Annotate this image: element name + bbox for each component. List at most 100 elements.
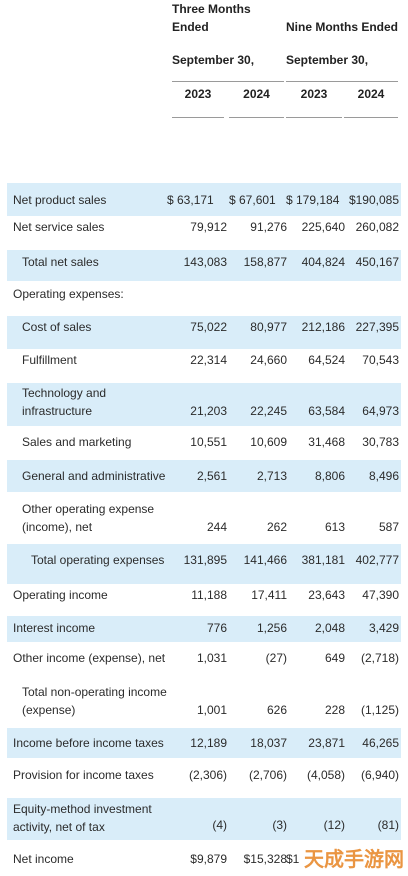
row-label-line1: Equity-method investment — [13, 802, 152, 816]
table-row-fulfillment: Fulfillment 22,314 24,660 64,524 70,543 — [7, 349, 401, 382]
cell-q3-2023: 10,551 — [190, 435, 227, 449]
table-row-other-income-expense: Other income (expense), net 1,031 (27) 6… — [7, 643, 401, 673]
cell-9m-2024: 587 — [378, 520, 399, 534]
row-label: Provision for income taxes — [13, 768, 154, 782]
cell-q3-2024: 22,245 — [250, 404, 287, 418]
cell-9m-2024: 8,496 — [368, 469, 399, 483]
row-label: Net service sales — [13, 220, 105, 234]
cell-9m-2023: 2,048 — [314, 621, 345, 635]
table-row-total-net-sales: Total net sales 143,083 158,877 404,824 … — [7, 250, 401, 281]
row-label-line1: Other operating expense — [22, 502, 155, 516]
row-label-line1: Total non-operating income — [22, 685, 167, 699]
watermark-logo: 天成手游网 — [304, 847, 404, 871]
cell-q3-2023: 75,022 — [190, 320, 227, 334]
table-row-total-non-operating: Total non-operating income (expense) 1,0… — [7, 682, 401, 726]
cell-9m-2024: $190,085 — [348, 193, 399, 207]
row-label: Other income (expense), net — [13, 651, 166, 665]
cell-q3-2024: $15,328 — [243, 852, 287, 866]
cell-9m-2023: (12) — [323, 818, 345, 832]
row-label: Operating expenses: — [13, 287, 124, 301]
cell-q3-2024: (27) — [265, 651, 287, 665]
cell-q3-2023: (2,306) — [188, 768, 227, 782]
cell-9m-2024: (1,125) — [360, 703, 399, 717]
year-rule-1 — [172, 117, 224, 118]
table-row-other-operating-expense: Other operating expense (income), net 24… — [7, 496, 401, 544]
table-row-interest-income: Interest income 776 1,256 2,048 3,429 — [7, 616, 401, 642]
row-label: Fulfillment — [22, 353, 77, 367]
year-col-2: 2024 — [243, 87, 270, 101]
cell-9m-2023: 613 — [324, 520, 345, 534]
table-row-equity-method-investment: Equity-method investment activity, net o… — [7, 798, 401, 840]
cell-q3-2023: $ 63,171 — [167, 193, 214, 207]
year-rule-3 — [286, 117, 342, 118]
cell-q3-2024: 141,466 — [243, 553, 287, 567]
cell-q3-2024: 10,609 — [250, 435, 287, 449]
table-row-sales-marketing: Sales and marketing 10,551 10,609 31,468… — [7, 426, 401, 459]
cell-q3-2023: 776 — [206, 621, 227, 635]
cell-q3-2024: 17,411 — [251, 588, 287, 602]
table-row-income-before-taxes: Income before income taxes 12,189 18,037… — [7, 728, 401, 758]
table-row-cost-of-sales: Cost of sales 75,022 80,977 212,186 227,… — [7, 316, 401, 349]
cell-9m-2023: 23,871 — [308, 736, 345, 750]
header-rule-right — [286, 81, 398, 82]
cell-9m-2024: 30,783 — [362, 435, 399, 449]
table-row-technology-infrastructure: Technology and infrastructure 21,203 22,… — [7, 383, 401, 426]
year-col-1: 2023 — [184, 87, 212, 101]
table-row-provision-income-taxes: Provision for income taxes (2,306) (2,70… — [7, 760, 401, 790]
cell-q3-2023: 22,314 — [190, 353, 227, 367]
row-label: Total operating expenses — [31, 553, 165, 567]
row-label-line2: infrastructure — [22, 404, 93, 418]
header-three-months-line2: Ended — [172, 20, 209, 34]
cell-9m-2024: 64,973 — [362, 404, 399, 418]
cell-9m-2023: $ 179,184 — [286, 193, 340, 207]
cell-9m-2023: 23,643 — [308, 588, 345, 602]
cell-9m-2024: 402,777 — [355, 553, 399, 567]
header-period-left: September 30, — [172, 53, 255, 67]
header-period-right: September 30, — [286, 53, 369, 67]
cell-q3-2024: 158,877 — [243, 255, 287, 269]
cell-9m-2024: 450,167 — [355, 255, 399, 269]
row-label-line2: activity, net of tax — [13, 820, 105, 834]
row-label: Income before income taxes — [13, 736, 164, 750]
cell-9m-2023: 649 — [324, 651, 345, 665]
cell-9m-2024: (81) — [377, 818, 399, 832]
cell-9m-2024: 227,395 — [355, 320, 399, 334]
header-three-months-line1: Three Months — [172, 2, 251, 16]
cell-q3-2023: 131,895 — [183, 553, 227, 567]
cell-q3-2023: 2,561 — [196, 469, 227, 483]
cell-9m-2024: 47,390 — [362, 588, 399, 602]
cell-9m-2023: 31,468 — [308, 435, 345, 449]
header-rule-left — [172, 81, 284, 82]
table-row-operating-income: Operating income 11,188 17,411 23,643 47… — [7, 584, 401, 614]
cell-9m-2024: 46,265 — [362, 736, 399, 750]
row-label: Net income — [13, 852, 74, 866]
row-label: General and administrative — [22, 469, 166, 483]
cell-q3-2024: 24,660 — [250, 353, 287, 367]
cell-q3-2023: $9,879 — [190, 852, 227, 866]
row-label: Cost of sales — [22, 320, 92, 334]
cell-q3-2023: 21,203 — [190, 404, 227, 418]
year-col-3: 2023 — [300, 87, 328, 101]
table-row-net-service-sales: Net service sales 79,912 91,276 225,640 … — [7, 216, 401, 249]
header-nine-months: Nine Months Ended — [286, 20, 398, 34]
cell-9m-2024: (6,940) — [360, 768, 399, 782]
cell-q3-2024: 262 — [266, 520, 287, 534]
row-label-line2: (income), net — [22, 520, 93, 534]
cell-q3-2023: 143,083 — [183, 255, 227, 269]
table-row-net-income: Net income $9,879 $15,328 $1 — [7, 846, 401, 872]
row-label-line2: (expense) — [22, 703, 76, 717]
cell-q3-2023: 244 — [206, 520, 227, 534]
cell-9m-2023: $1 — [286, 852, 300, 866]
cell-q3-2024: 18,037 — [250, 736, 287, 750]
cell-q3-2024: $ 67,601 — [229, 193, 276, 207]
cell-9m-2023: 228 — [324, 703, 345, 717]
cell-9m-2023: 64,524 — [308, 353, 345, 367]
cell-q3-2023: (4) — [212, 818, 227, 832]
cell-9m-2023: 212,186 — [301, 320, 345, 334]
cell-q3-2024: (3) — [272, 818, 287, 832]
row-label-line1: Technology and — [22, 386, 107, 400]
cell-q3-2023: 1,001 — [196, 703, 227, 717]
row-label: Sales and marketing — [22, 435, 132, 449]
year-rule-2 — [229, 117, 284, 118]
cell-9m-2024: (2,718) — [360, 651, 399, 665]
